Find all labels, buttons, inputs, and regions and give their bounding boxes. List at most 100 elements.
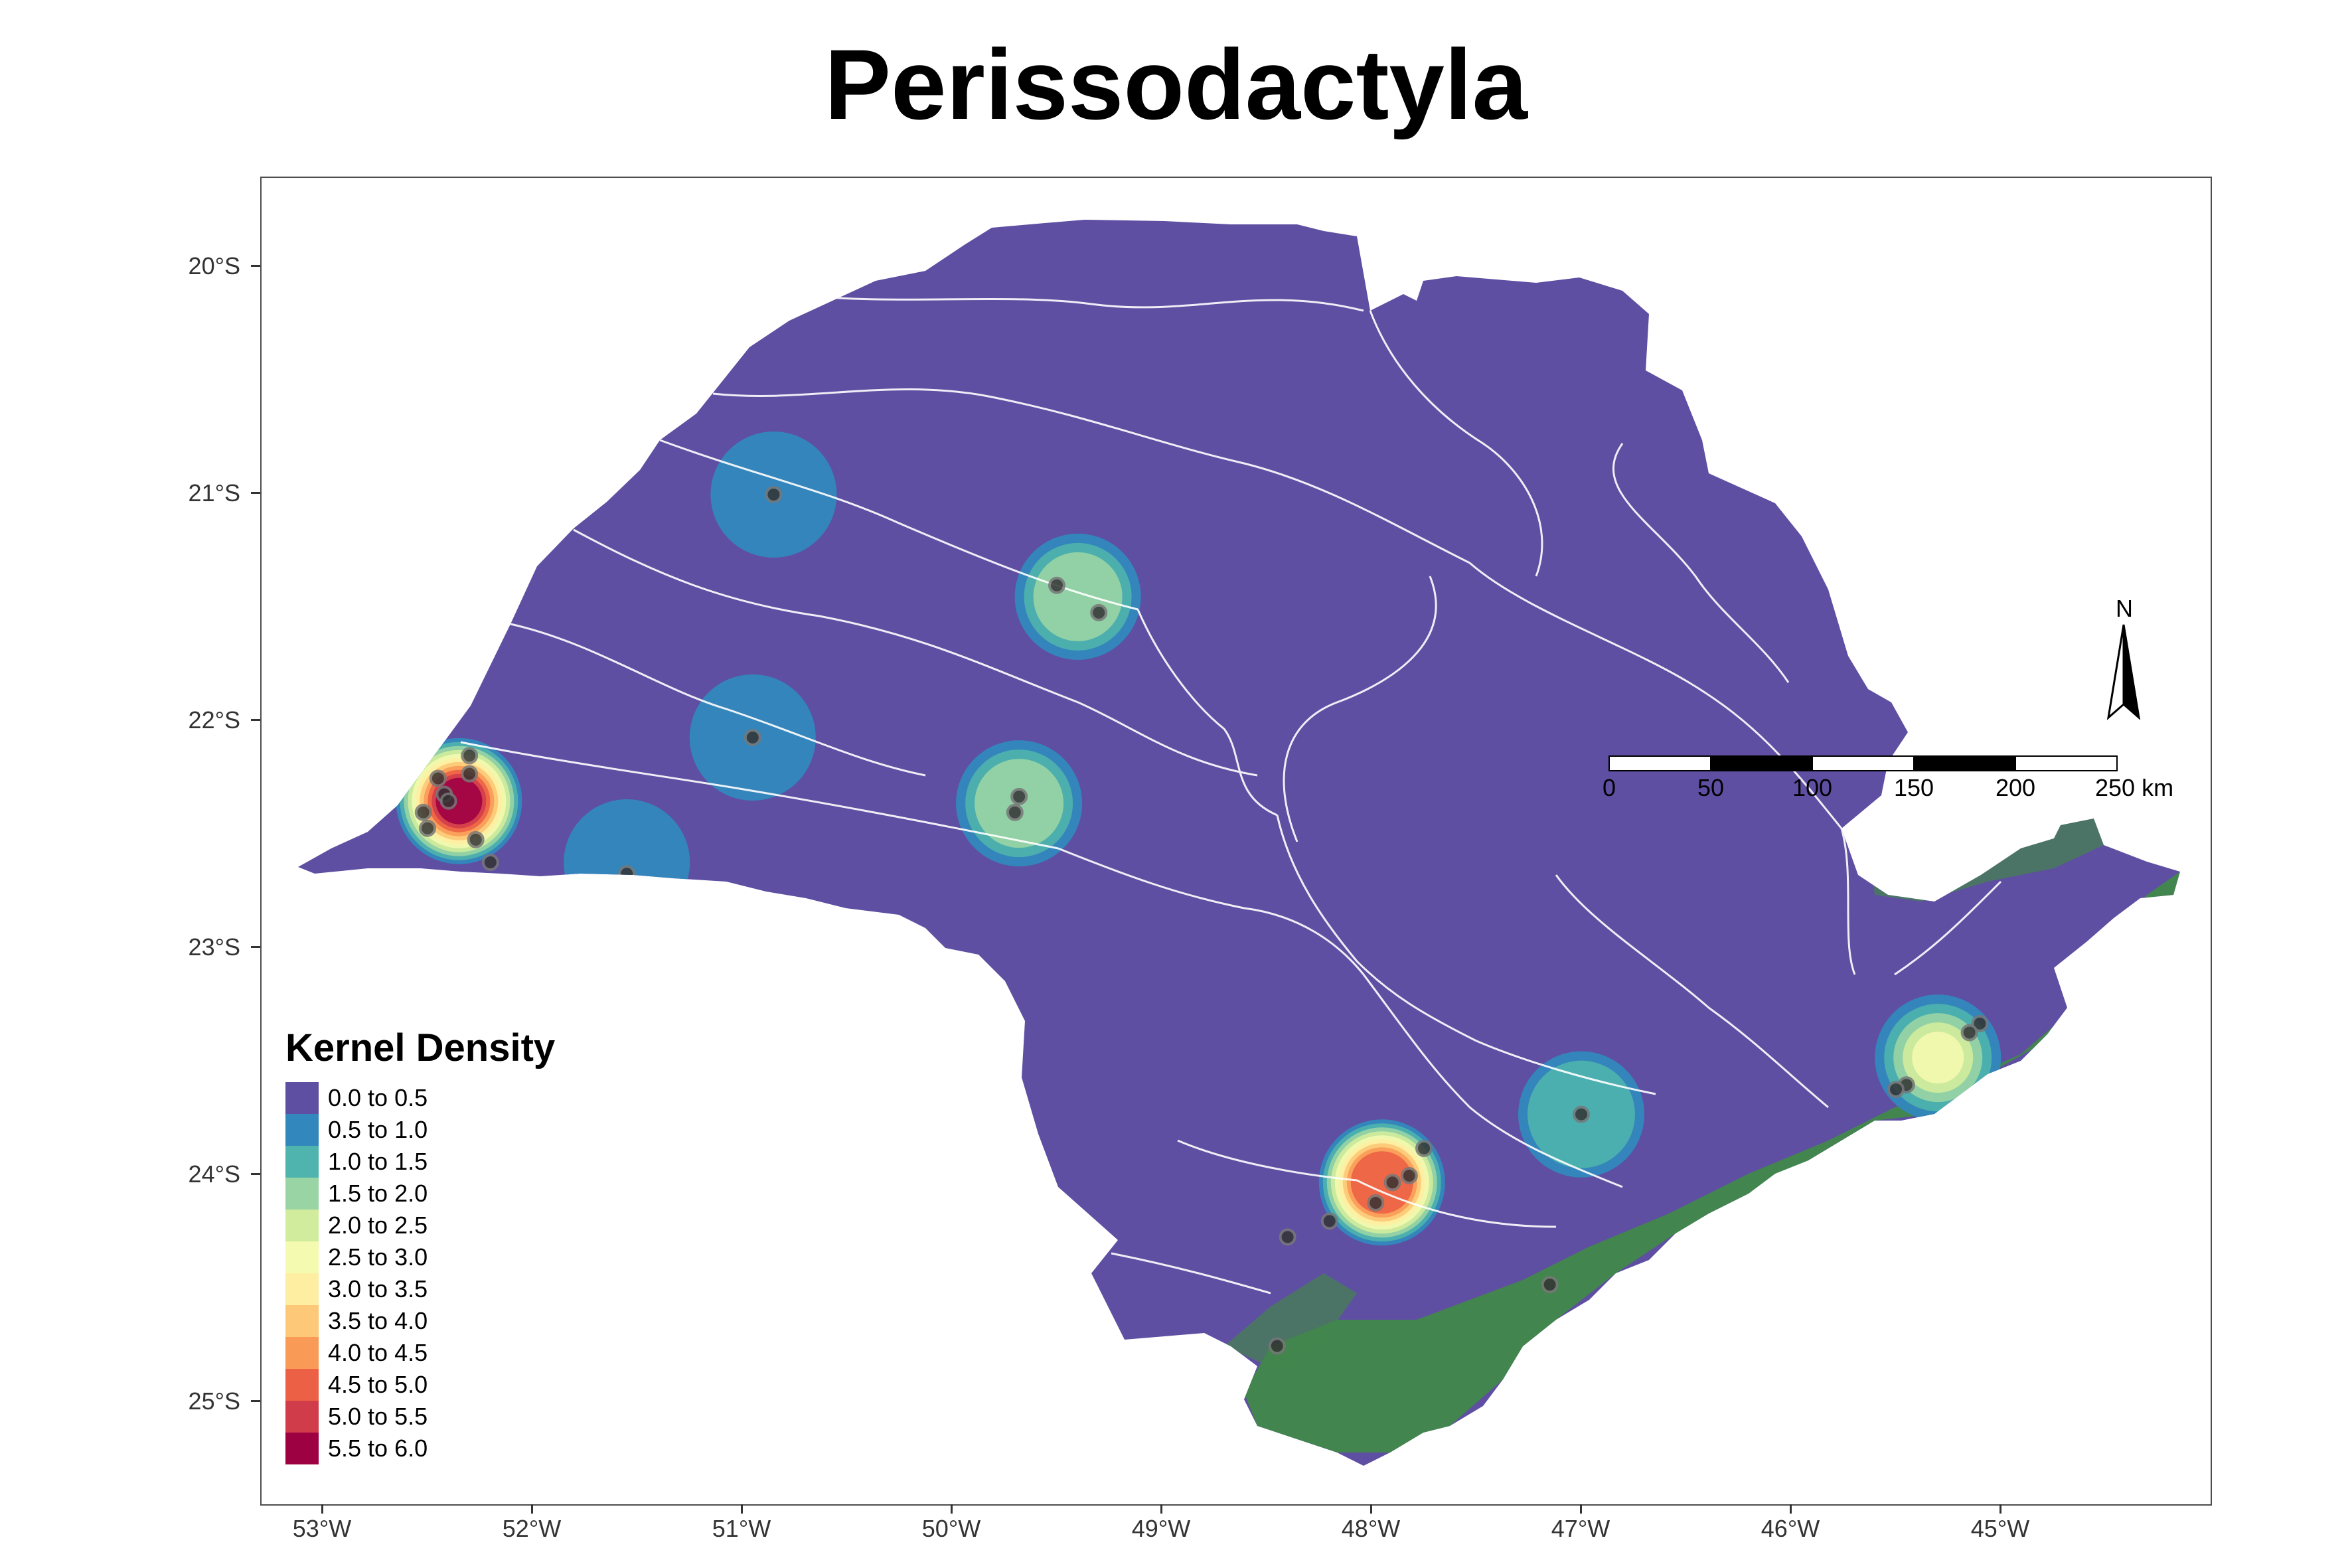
x-tickmark xyxy=(1160,1504,1162,1514)
legend-item: 1.5 to 2.0 xyxy=(285,1178,555,1210)
occurrence-point xyxy=(1960,1024,1978,1042)
legend-swatch xyxy=(285,1210,319,1241)
legend-item: 0.5 to 1.0 xyxy=(285,1114,555,1146)
occurrence-point xyxy=(618,865,636,883)
x-tick-label: 51°W xyxy=(712,1515,771,1542)
y-tick-label: 25°S xyxy=(188,1387,240,1415)
legend-item: 2.5 to 3.0 xyxy=(285,1241,555,1273)
legend-swatch xyxy=(285,1146,319,1178)
x-tickmark xyxy=(951,1504,953,1514)
legend-swatch xyxy=(285,1305,319,1337)
legend-label: 2.0 to 2.5 xyxy=(328,1212,428,1239)
density-ring xyxy=(564,799,690,926)
density-hotspot xyxy=(1014,533,1141,660)
legend-item: 2.0 to 2.5 xyxy=(285,1210,555,1241)
scale-label-250km: 250 km xyxy=(2095,774,2174,801)
legend-label: 3.0 to 3.5 xyxy=(328,1275,428,1302)
occurrence-point xyxy=(1383,1174,1401,1192)
legend-label: 4.0 to 4.5 xyxy=(328,1339,428,1366)
y-tick-label: 22°S xyxy=(188,706,240,734)
map-title: Perissodactyla xyxy=(824,29,1528,140)
legend-label: 1.0 to 1.5 xyxy=(328,1148,428,1175)
legend-swatch xyxy=(285,1178,319,1210)
occurrence-point xyxy=(467,830,485,848)
legend-item: 3.5 to 4.0 xyxy=(285,1305,555,1337)
legend-item: 1.0 to 1.5 xyxy=(285,1146,555,1178)
north-arrow-icon xyxy=(2106,624,2141,720)
x-tickmark xyxy=(1999,1504,2001,1514)
rivers xyxy=(460,286,2002,1294)
occurrence-point xyxy=(1887,1081,1905,1099)
occurrence-point xyxy=(1268,1337,1286,1355)
x-tick-label: 48°W xyxy=(1341,1515,1401,1542)
legend-item: 4.5 to 5.0 xyxy=(285,1369,555,1401)
x-tick-label: 45°W xyxy=(1970,1515,2030,1542)
y-tick-label: 23°S xyxy=(188,933,240,961)
x-tick-label: 47°W xyxy=(1551,1515,1610,1542)
y-tickmark xyxy=(251,1400,260,1402)
y-tickmark xyxy=(251,1173,260,1175)
occurrence-point xyxy=(429,769,447,787)
occurrence-point xyxy=(414,803,432,821)
occurrence-point xyxy=(1320,1212,1338,1230)
occurrence-point xyxy=(1541,1276,1559,1294)
x-tickmark xyxy=(1370,1504,1372,1514)
legend-label: 0.5 to 1.0 xyxy=(328,1116,428,1143)
legend-swatch xyxy=(285,1369,319,1401)
density-hotspot xyxy=(396,738,522,864)
x-tick-label: 49°W xyxy=(1131,1515,1191,1542)
legend-label: 5.0 to 5.5 xyxy=(328,1403,428,1430)
density-hotspot xyxy=(1318,1119,1445,1246)
legend-label: 0.0 to 0.5 xyxy=(328,1084,428,1111)
density-hotspot xyxy=(1875,994,2001,1121)
x-tick-label: 50°W xyxy=(921,1515,981,1542)
scale-label-0: 0 xyxy=(1603,774,1616,801)
occurrence-point xyxy=(1048,576,1065,594)
occurrence-point xyxy=(1010,787,1028,805)
occurrence-points xyxy=(414,486,1989,1355)
legend-title: Kernel Density xyxy=(285,1026,556,1069)
occurrence-point xyxy=(419,819,436,837)
scale-label-200: 200 xyxy=(1996,774,2036,801)
occurrence-point xyxy=(744,728,761,746)
density-hotspot xyxy=(564,799,690,926)
north-label: N xyxy=(2116,595,2133,622)
legend-swatch xyxy=(285,1433,319,1464)
legend: Kernel Density 0.0 to 0.5 0.5 to 1.0 1.0… xyxy=(285,1026,555,1464)
y-tick-label: 24°S xyxy=(188,1160,240,1188)
x-tick-label: 53°W xyxy=(292,1515,352,1542)
legend-swatch xyxy=(285,1082,319,1114)
legend-label: 2.5 to 3.0 xyxy=(328,1243,428,1271)
occurrence-point xyxy=(1279,1228,1296,1246)
scale-label-100: 100 xyxy=(1792,774,1833,801)
occurrence-point xyxy=(1006,803,1024,821)
occurrence-point xyxy=(1367,1194,1385,1212)
x-tickmark xyxy=(1580,1504,1582,1514)
legend-swatch xyxy=(285,1241,319,1273)
y-tickmark xyxy=(251,946,260,948)
occurrence-point xyxy=(1090,603,1108,621)
legend-swatch xyxy=(285,1337,319,1369)
y-tickmark xyxy=(251,265,260,267)
occurrence-point xyxy=(765,486,783,503)
legend-item: 4.0 to 4.5 xyxy=(285,1337,555,1369)
x-tickmark xyxy=(321,1504,323,1514)
occurrence-point xyxy=(1400,1167,1418,1184)
occurrence-point xyxy=(1573,1105,1590,1123)
x-tickmark xyxy=(531,1504,533,1514)
density-ring xyxy=(1033,552,1123,641)
density-ring xyxy=(1912,1032,1964,1084)
occurrence-point xyxy=(439,792,457,810)
occurrence-point xyxy=(481,854,499,872)
scale-bar xyxy=(1608,755,2118,771)
x-tick-label: 52°W xyxy=(502,1515,562,1542)
legend-swatch xyxy=(285,1401,319,1433)
x-tick-label: 46°W xyxy=(1761,1515,1820,1542)
legend-swatch xyxy=(285,1114,319,1146)
y-tick-label: 20°S xyxy=(188,252,240,279)
legend-item: 0.0 to 0.5 xyxy=(285,1082,555,1114)
legend-label: 4.5 to 5.0 xyxy=(328,1371,428,1398)
map-canvas xyxy=(298,220,2180,1466)
legend-item: 5.0 to 5.5 xyxy=(285,1401,555,1433)
scale-label-150: 150 xyxy=(1894,774,1934,801)
